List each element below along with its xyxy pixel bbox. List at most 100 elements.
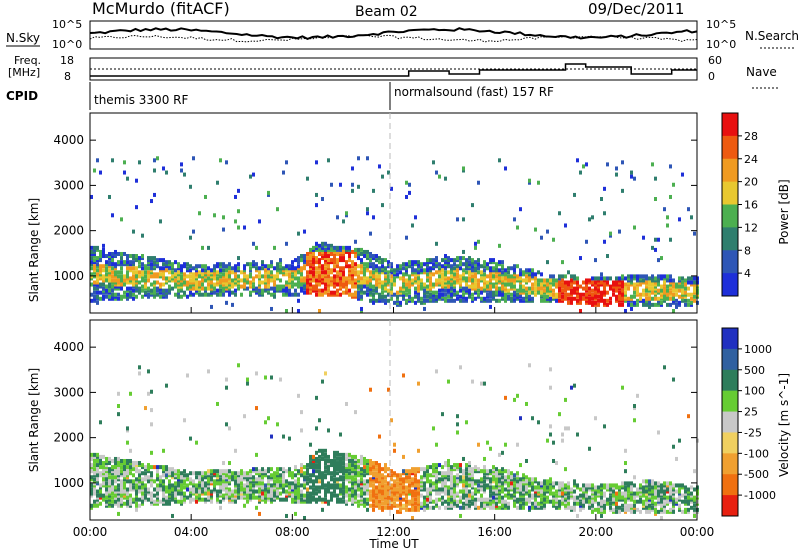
heatmap-cell [477, 270, 480, 275]
heatmap-cell [180, 471, 183, 476]
heatmap-cell [633, 418, 636, 423]
heatmap-cell [654, 276, 657, 281]
heatmap-cell [345, 473, 348, 478]
heatmap-cell [102, 475, 105, 480]
heatmap-cell [651, 282, 654, 287]
heatmap-cell [339, 251, 342, 256]
heatmap-cell [321, 379, 324, 384]
heatmap-cell [195, 288, 198, 293]
heatmap-cell [681, 292, 684, 297]
heatmap-cell [249, 174, 252, 179]
heatmap-cell [456, 430, 459, 435]
heatmap-cell [648, 286, 651, 291]
heatmap-cell [468, 288, 471, 293]
heatmap-cell [387, 292, 390, 297]
heatmap-cell [480, 296, 483, 301]
heatmap-cell [309, 247, 312, 252]
heatmap-cell [318, 454, 321, 459]
heatmap-cell [114, 487, 117, 492]
heatmap-cell [339, 452, 342, 457]
heatmap-cell [207, 369, 210, 374]
heatmap-cell [423, 300, 426, 305]
heatmap-cell [501, 282, 504, 287]
heatmap-cell [408, 491, 411, 496]
heatmap-cell [498, 280, 501, 285]
heatmap-cell [318, 461, 321, 466]
heatmap-cell [264, 493, 267, 498]
heatmap-cell [378, 469, 381, 474]
heatmap-cell [693, 231, 696, 236]
heatmap-cell [459, 463, 462, 468]
heatmap-cell [165, 264, 168, 269]
heatmap-cell [117, 471, 120, 476]
heatmap-cell [273, 276, 276, 281]
heatmap-cell [207, 495, 210, 500]
heatmap-cell [525, 475, 528, 480]
heatmap-cell [285, 160, 288, 165]
heatmap-cell [474, 487, 477, 492]
heatmap-cell [153, 294, 156, 299]
heatmap-cell [339, 245, 342, 250]
heatmap-cell [630, 274, 633, 279]
heatmap-cell [366, 256, 369, 261]
heatmap-cell [207, 245, 210, 250]
heatmap-cell [108, 294, 111, 299]
nave-tick-top: 60 [708, 54, 722, 67]
heatmap-cell [141, 284, 144, 289]
heatmap-cell [459, 262, 462, 267]
heatmap-cell [312, 254, 315, 259]
heatmap-cell [390, 483, 393, 488]
heatmap-cell [495, 491, 498, 496]
heatmap-cell [588, 495, 591, 500]
heatmap-cell [150, 389, 153, 394]
heatmap-cell [522, 505, 525, 510]
heatmap-cell [468, 284, 471, 289]
heatmap-cell [423, 499, 426, 504]
heatmap-cell [561, 296, 564, 301]
heatmap-cell [249, 272, 252, 277]
heatmap-cell [498, 274, 501, 279]
heatmap-cell [339, 461, 342, 466]
heatmap-cell [339, 256, 342, 261]
heatmap-cell [303, 260, 306, 265]
heatmap-cell [651, 288, 654, 293]
heatmap-cell [123, 481, 126, 486]
heatmap-cell [144, 270, 147, 275]
heatmap-cell [468, 260, 471, 265]
heatmap-cell [129, 254, 132, 259]
heatmap-cell [477, 467, 480, 472]
heatmap-cell [366, 479, 369, 484]
heatmap-cell [279, 473, 282, 478]
heatmap-cell [513, 497, 516, 502]
heatmap-cell [264, 284, 267, 289]
heatmap-cell [342, 276, 345, 281]
heatmap-cell [678, 288, 681, 293]
heatmap-cell [654, 237, 657, 242]
heatmap-cell [624, 298, 627, 303]
heatmap-cell [162, 262, 165, 267]
heatmap-cell [570, 385, 573, 390]
heatmap-cell [423, 262, 426, 267]
heatmap-cell [456, 217, 459, 222]
heatmap-cell [471, 475, 474, 480]
heatmap-cell [438, 288, 441, 293]
heatmap-cell [189, 274, 192, 279]
heatmap-cell [633, 274, 636, 279]
heatmap-cell [126, 266, 129, 271]
heatmap-cell [129, 276, 132, 281]
cpid-segment-2: normalsound (fast) 157 RF [394, 85, 554, 99]
heatmap-cell [426, 266, 429, 271]
heatmap-cell [447, 280, 450, 285]
heatmap-cell [237, 262, 240, 267]
heatmap-cell [585, 239, 588, 244]
heatmap-cell [96, 294, 99, 299]
heatmap-cell [465, 282, 468, 287]
heatmap-cell [456, 499, 459, 504]
heatmap-cell [165, 294, 168, 299]
heatmap-cell [234, 194, 237, 199]
heatmap-cell [96, 290, 99, 295]
heatmap-cell [333, 264, 336, 269]
heatmap-cell [117, 391, 120, 396]
heatmap-cell [327, 485, 330, 490]
heatmap-cell [420, 270, 423, 275]
